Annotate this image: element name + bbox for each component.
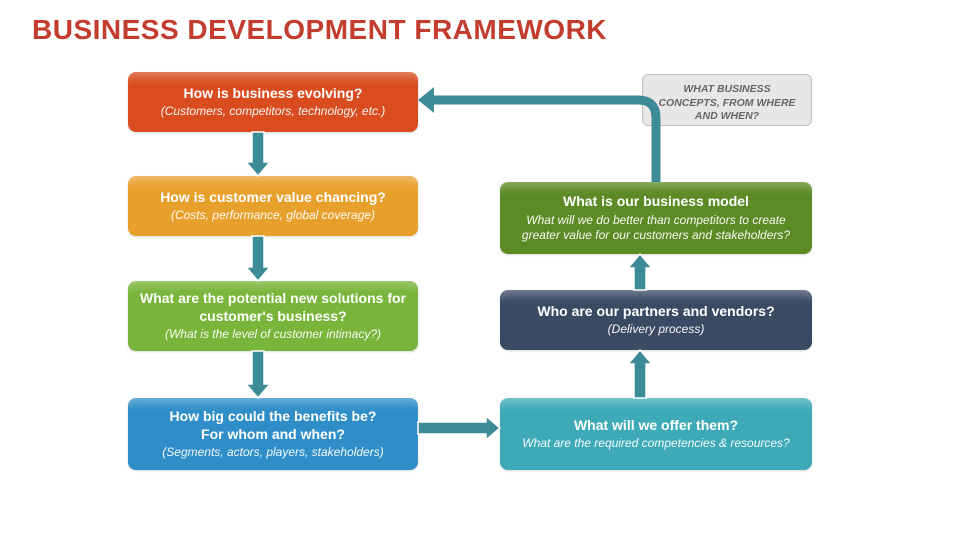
arrows-layer [0, 0, 960, 540]
